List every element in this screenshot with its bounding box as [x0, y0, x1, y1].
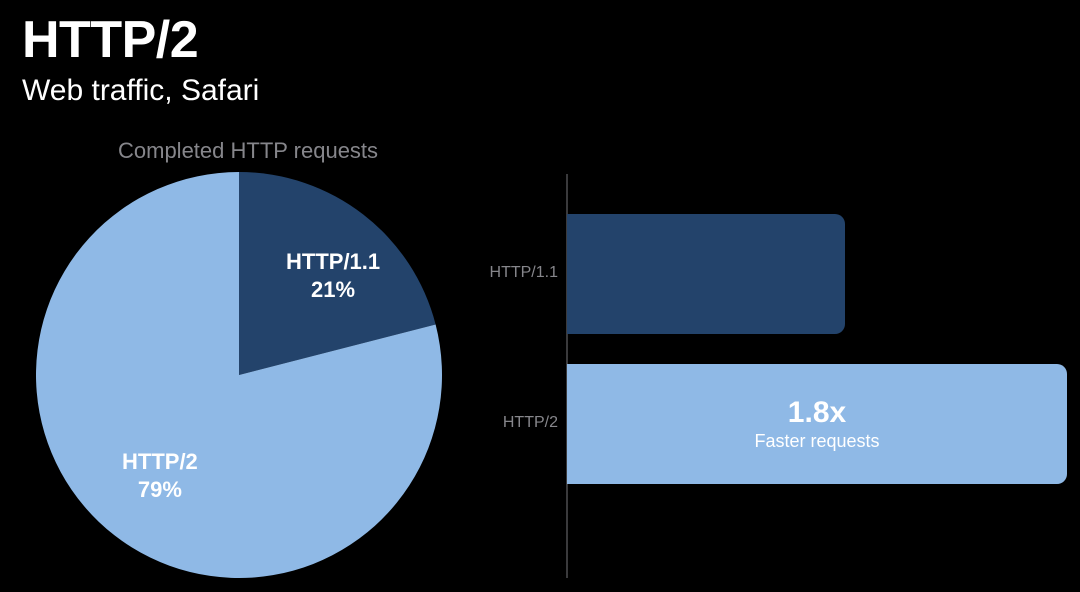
pie-svg	[36, 172, 442, 578]
page-title: HTTP/2	[22, 10, 198, 70]
bar-big-text: 1.8x	[567, 396, 1067, 429]
bar-small-text: Faster requests	[567, 431, 1067, 452]
bar-http11	[567, 214, 845, 334]
pie-slice-label-http2: HTTP/2 79%	[122, 448, 198, 503]
pie-slice-name: HTTP/2	[122, 448, 198, 476]
bar-label-http11: HTTP/1.1	[488, 264, 558, 282]
pie-slice-percent: 79%	[122, 476, 198, 504]
pie-slice-label-http11: HTTP/1.1 21%	[286, 248, 380, 303]
page-subtitle: Web traffic, Safari	[22, 74, 259, 108]
bar-http2: 1.8x Faster requests	[567, 364, 1067, 484]
bar-label-http2: HTTP/2	[488, 414, 558, 432]
pie-slice-percent: 21%	[286, 276, 380, 304]
slide: HTTP/2 Web traffic, Safari Completed HTT…	[0, 0, 1080, 592]
pie-chart-title: Completed HTTP requests	[118, 138, 378, 164]
bar-inner-text: 1.8x Faster requests	[567, 396, 1067, 452]
pie-chart: HTTP/1.1 21% HTTP/2 79%	[36, 172, 442, 578]
pie-slice-name: HTTP/1.1	[286, 248, 380, 276]
